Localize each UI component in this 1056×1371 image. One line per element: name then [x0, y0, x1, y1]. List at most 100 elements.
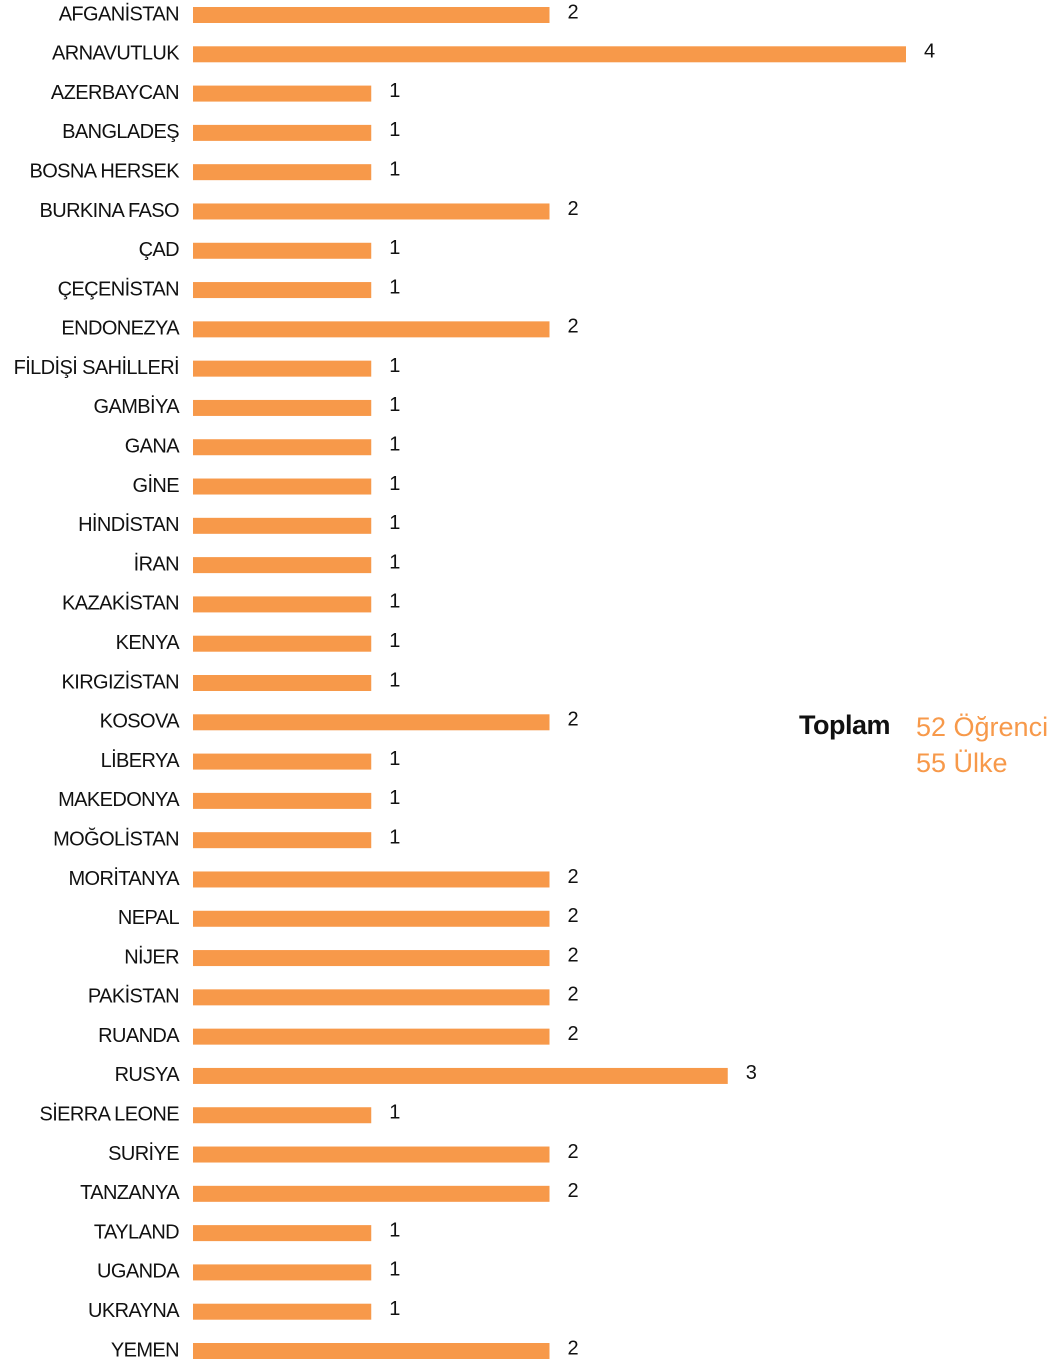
bar — [193, 1185, 550, 1202]
bar — [193, 1264, 372, 1281]
category-label: MAKEDONYA — [58, 789, 180, 811]
value-label: 1 — [389, 237, 400, 259]
value-label: 2 — [568, 198, 579, 220]
value-label: 1 — [389, 787, 400, 809]
bar — [193, 439, 372, 456]
value-label: 2 — [568, 1141, 579, 1163]
bar — [193, 950, 550, 967]
value-label: 1 — [389, 748, 400, 770]
category-label: TANZANYA — [80, 1182, 180, 1204]
category-label: LİBERYA — [101, 749, 181, 772]
category-label: PAKİSTAN — [88, 985, 179, 1008]
value-label: 1 — [389, 158, 400, 180]
bar — [193, 517, 372, 534]
total-line: 55 Ülke — [916, 748, 1008, 778]
value-label: 4 — [924, 41, 935, 63]
value-label: 1 — [389, 473, 400, 495]
category-label: NİJER — [124, 945, 179, 968]
category-label: GAMBİYA — [94, 395, 181, 418]
bar — [193, 242, 372, 259]
category-label: UKRAYNA — [88, 1300, 180, 1322]
value-label: 3 — [746, 1062, 757, 1084]
bar — [193, 360, 372, 377]
value-label: 1 — [389, 551, 400, 573]
bar — [193, 1343, 550, 1359]
category-label: ARNAVUTLUK — [52, 43, 180, 65]
value-label: 2 — [568, 1337, 579, 1359]
value-label: 2 — [568, 944, 579, 966]
bar — [193, 910, 550, 927]
value-label: 1 — [389, 630, 400, 652]
bar — [193, 675, 372, 691]
bar — [193, 282, 372, 299]
value-label: 1 — [389, 1102, 400, 1124]
bar — [193, 557, 372, 574]
bar — [193, 164, 372, 181]
category-label: RUANDA — [98, 1025, 180, 1047]
value-label: 1 — [389, 1219, 400, 1241]
value-label: 2 — [568, 905, 579, 927]
category-label: MOĞOLİSTAN — [53, 827, 179, 850]
bar — [193, 989, 550, 1006]
category-label: KIRGIZİSTAN — [62, 670, 179, 693]
category-label: AFGANİSTAN — [59, 2, 179, 25]
category-label: BURKINA FASO — [39, 200, 179, 222]
value-label: 1 — [389, 669, 400, 691]
bar — [193, 832, 372, 849]
category-label: NEPAL — [118, 907, 180, 929]
value-label: 2 — [568, 1180, 579, 1202]
category-label: İRAN — [134, 552, 179, 575]
category-label: ENDONEZYA — [61, 318, 180, 340]
bar — [193, 635, 372, 652]
total-label: Toplam — [799, 710, 890, 740]
total-line: 52 Öğrenci — [916, 712, 1048, 742]
category-label: KENYA — [116, 632, 181, 654]
category-label: HİNDİSTAN — [78, 513, 179, 536]
category-label: BANGLADEŞ — [62, 121, 179, 143]
bar — [193, 1028, 550, 1045]
bar — [193, 1303, 372, 1320]
bar — [193, 1067, 728, 1084]
bar — [193, 478, 372, 495]
value-label: 2 — [568, 984, 579, 1006]
value-label: 1 — [389, 1298, 400, 1320]
category-label: TAYLAND — [94, 1221, 179, 1243]
bar — [193, 871, 550, 888]
category-label: SURİYE — [108, 1142, 179, 1165]
value-label: 1 — [389, 80, 400, 102]
bar — [193, 714, 550, 731]
category-label: YEMEN — [111, 1339, 179, 1361]
value-label: 2 — [568, 1, 579, 23]
category-label: AZERBAYCAN — [51, 82, 179, 104]
bar — [193, 203, 550, 220]
value-label: 1 — [389, 276, 400, 298]
category-label: ÇEÇENİSTAN — [58, 277, 179, 300]
bar — [193, 46, 906, 63]
category-label: KAZAKİSTAN — [62, 592, 179, 615]
value-label: 2 — [568, 1023, 579, 1045]
value-label: 1 — [389, 394, 400, 416]
bar — [193, 1225, 372, 1242]
category-label: GANA — [125, 436, 181, 458]
category-label: FİLDİŞİ SAHİLLERİ — [14, 356, 179, 379]
bar — [193, 792, 372, 809]
bar — [193, 321, 550, 338]
value-label: 1 — [389, 512, 400, 534]
bar — [193, 753, 372, 770]
category-label: RUSYA — [115, 1064, 181, 1086]
bar — [193, 1107, 372, 1124]
value-label: 1 — [389, 591, 400, 613]
category-label: MORİTANYA — [68, 867, 180, 890]
value-label: 1 — [389, 119, 400, 141]
category-label: BOSNA HERSEK — [29, 160, 180, 182]
bar — [193, 596, 372, 613]
value-label: 2 — [568, 316, 579, 338]
bar — [193, 7, 550, 23]
value-label: 1 — [389, 434, 400, 456]
bar — [193, 85, 372, 102]
category-label: ÇAD — [139, 239, 180, 261]
bar — [193, 399, 372, 416]
value-label: 1 — [389, 355, 400, 377]
